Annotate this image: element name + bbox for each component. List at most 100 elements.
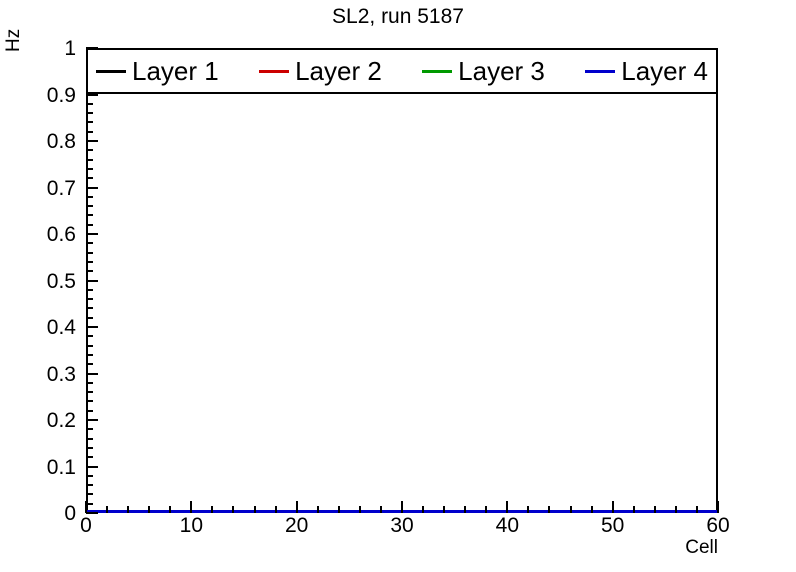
x-axis-major-tick xyxy=(401,501,403,513)
legend-entry[interactable]: Layer 4 xyxy=(585,57,708,85)
y-axis-minor-tick xyxy=(86,381,93,384)
x-axis-minor-tick xyxy=(695,506,698,513)
y-axis-minor-tick xyxy=(86,353,93,356)
y-axis-minor-tick xyxy=(86,335,93,338)
y-axis-tick-label: 0.2 xyxy=(46,409,76,432)
y-axis-minor-tick xyxy=(86,149,93,152)
y-axis-major-tick xyxy=(86,326,98,328)
y-axis-minor-tick xyxy=(86,195,93,198)
x-axis-minor-tick xyxy=(422,506,425,513)
y-axis-major-tick xyxy=(86,465,98,468)
x-axis-minor-tick xyxy=(527,506,530,513)
y-axis-major-tick xyxy=(86,419,98,421)
y-axis-minor-tick xyxy=(86,493,93,496)
y-axis-minor-tick xyxy=(86,316,93,319)
x-axis-minor-tick xyxy=(274,506,277,513)
y-axis-minor-tick xyxy=(86,363,93,366)
legend-entry[interactable]: Layer 2 xyxy=(259,57,382,85)
legend-entry[interactable]: Layer 3 xyxy=(422,57,545,85)
y-axis-major-tick xyxy=(86,93,98,96)
x-axis-minor-tick xyxy=(127,506,130,513)
y-axis-minor-tick xyxy=(86,121,93,124)
legend-entry-label: Layer 1 xyxy=(132,56,219,86)
legend-color-swatch-icon xyxy=(422,69,453,73)
x-axis-tick-label: 10 xyxy=(179,514,204,537)
x-axis-ticks xyxy=(85,48,719,513)
y-axis-minor-tick xyxy=(86,102,93,105)
y-axis-tick-label: 0.9 xyxy=(46,83,76,107)
y-axis-minor-tick xyxy=(86,474,93,477)
y-axis-tick-label: 0.5 xyxy=(46,269,76,293)
x-axis-minor-tick xyxy=(253,506,256,513)
y-axis-minor-tick xyxy=(86,298,93,301)
x-axis-minor-tick xyxy=(590,506,593,513)
y-axis-major-tick xyxy=(86,279,98,282)
y-axis-minor-tick xyxy=(86,205,93,208)
y-axis-tick-label: 0.7 xyxy=(46,176,76,200)
x-axis-minor-tick xyxy=(358,506,361,513)
x-axis-tick-label: 0 xyxy=(80,514,92,537)
y-axis-minor-tick xyxy=(86,456,93,459)
y-axis-minor-tick xyxy=(86,177,93,180)
y-axis-tick-label: 0.4 xyxy=(46,316,76,339)
y-axis-major-tick xyxy=(86,512,98,514)
y-axis-minor-tick xyxy=(86,409,93,412)
y-axis-minor-tick xyxy=(86,307,93,310)
x-axis-minor-tick xyxy=(316,506,319,513)
x-axis-minor-tick xyxy=(548,506,551,513)
y-axis-major-tick xyxy=(86,233,98,235)
x-axis-minor-tick xyxy=(632,506,635,513)
x-axis-minor-tick xyxy=(653,506,656,513)
y-axis-minor-tick xyxy=(86,502,93,505)
y-axis-minor-tick xyxy=(86,437,93,440)
y-axis-minor-tick xyxy=(86,344,93,347)
x-axis-tick-label: 30 xyxy=(390,514,414,537)
y-axis-minor-tick xyxy=(86,167,93,170)
x-axis-tick-label: 60 xyxy=(706,514,730,537)
y-axis-tick-label: 0.6 xyxy=(46,223,76,246)
y-axis-minor-tick xyxy=(86,112,93,115)
x-axis-minor-tick xyxy=(443,506,446,513)
legend-color-swatch-icon xyxy=(96,69,126,73)
y-axis-minor-tick xyxy=(86,446,93,449)
y-axis-minor-tick xyxy=(86,270,93,273)
x-axis-minor-tick xyxy=(379,506,382,513)
y-axis-tick-label: 0 xyxy=(64,502,76,525)
x-axis-major-tick xyxy=(506,501,509,513)
x-axis-major-tick xyxy=(85,501,87,513)
x-axis-tick-label: 40 xyxy=(495,514,520,537)
x-axis-major-tick xyxy=(611,501,614,513)
x-axis-tick-labels: 0 10 20 30 40 50 60 xyxy=(80,513,730,543)
x-axis-minor-tick xyxy=(169,506,172,513)
x-axis-tick-label: 50 xyxy=(600,514,625,537)
x-axis-minor-tick xyxy=(148,506,151,513)
x-axis-tick-label: 20 xyxy=(284,514,309,537)
y-axis-minor-tick xyxy=(86,214,93,217)
x-axis-minor-tick xyxy=(674,506,677,513)
x-axis-minor-tick xyxy=(464,506,467,513)
plot-frame xyxy=(86,48,718,513)
x-axis-major-tick xyxy=(190,501,193,513)
y-axis-minor-tick xyxy=(86,391,93,394)
legend-entry-label: Layer 2 xyxy=(295,56,382,86)
page-title: SL2, run 5187 xyxy=(332,5,464,28)
y-axis-minor-tick xyxy=(86,288,93,291)
legend-entry-label: Layer 4 xyxy=(621,56,708,86)
x-axis-title: Cell xyxy=(685,537,718,558)
legend-color-swatch-icon xyxy=(585,69,616,73)
y-axis-minor-tick xyxy=(86,130,93,133)
y-axis-tick-label: 0.3 xyxy=(46,362,76,386)
legend-entry[interactable]: Layer 1 xyxy=(96,57,219,85)
x-axis-minor-tick xyxy=(106,506,109,513)
y-axis-minor-tick xyxy=(86,400,93,403)
legend: Layer 1 Layer 2 Layer 3 Layer 4 xyxy=(86,48,718,94)
y-axis-minor-tick xyxy=(86,242,93,245)
y-axis-tick-label: 1 xyxy=(64,37,76,60)
x-axis-major-tick xyxy=(717,501,719,513)
y-axis-minor-tick xyxy=(86,223,93,226)
x-axis-minor-tick xyxy=(337,506,340,513)
y-axis-minor-tick xyxy=(86,158,93,161)
x-axis-minor-tick xyxy=(485,506,488,513)
y-axis-title: Hz xyxy=(3,28,24,52)
